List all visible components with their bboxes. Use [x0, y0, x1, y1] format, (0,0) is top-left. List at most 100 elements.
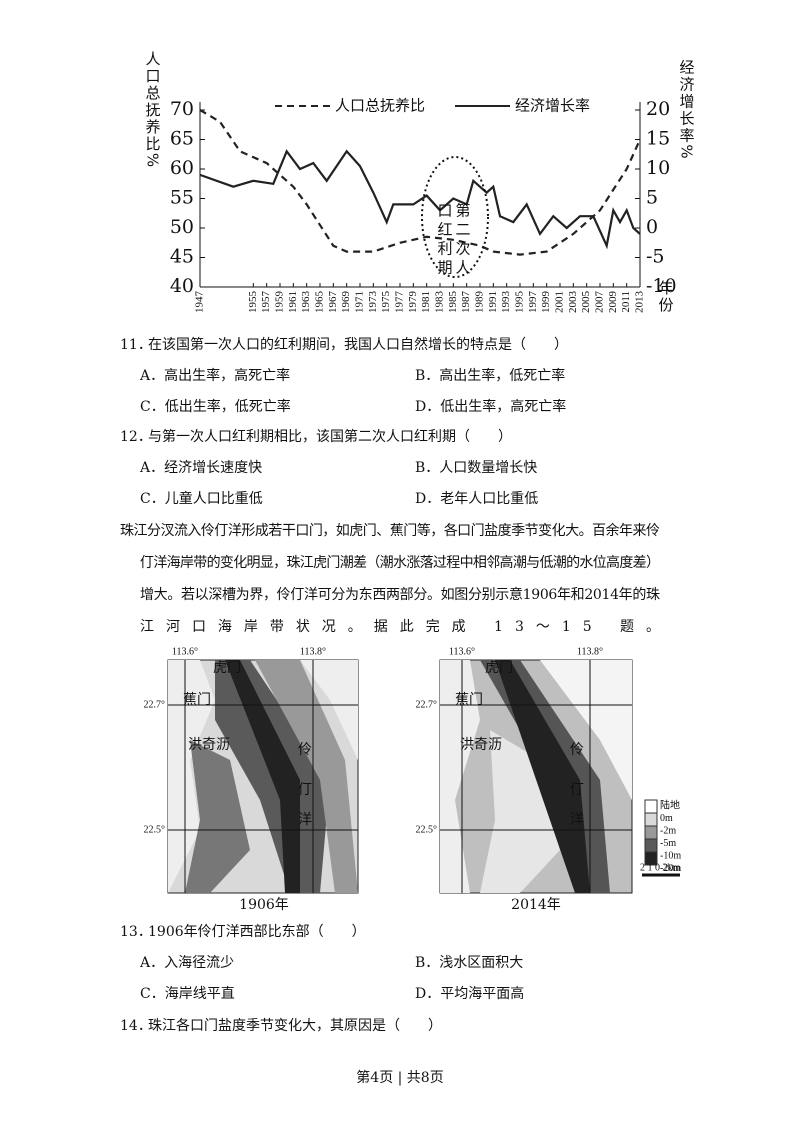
map-legend-label: -5m	[660, 838, 676, 849]
series-line	[199, 149, 641, 250]
x-tick-label: 1961	[287, 291, 299, 313]
map-place-label: 伶	[298, 742, 312, 758]
x-axis-label: 年份	[657, 280, 675, 314]
map-place-label: 仃	[570, 782, 584, 798]
map-place-label: 虎门	[213, 660, 241, 676]
map-place-label: 仃	[298, 782, 312, 798]
x-tick-label: 1993	[500, 290, 512, 313]
annotation-ellipse	[421, 156, 489, 278]
map-1906	[167, 659, 359, 894]
map-caption: 2014年	[511, 897, 561, 913]
annotation-char: 二	[455, 221, 470, 239]
y-tick-label: 45	[170, 246, 194, 268]
map-lon-label: 113.6°	[449, 646, 475, 657]
passage-line: 珠江分汊流入伶仃洋形成若干口门，如虎门、蕉门等，各口门盐度季节变化大。百余年来伶	[120, 522, 660, 539]
option: B．人口数量增长快	[415, 460, 537, 476]
annotation-char: 第	[455, 202, 470, 220]
x-tick-label: 1985	[447, 291, 459, 314]
x-tick-label: 1991	[487, 291, 499, 313]
y2-tick-label: 5	[646, 187, 658, 209]
x-tick-label: 1997	[527, 291, 539, 314]
x-tick-label: 1963	[300, 291, 312, 314]
option: D．低出生率，高死亡率	[415, 398, 566, 415]
map-lon-label: 113.8°	[300, 646, 326, 657]
x-tick-label: 1967	[327, 291, 339, 314]
option: B．高出生率，低死亡率	[415, 367, 565, 384]
annotation-char: 口	[437, 202, 452, 220]
x-tick-label: 1947	[194, 291, 206, 314]
option: A．经济增长速度快	[139, 460, 262, 476]
y2-tick-label: 20	[646, 98, 670, 120]
y2-tick-label: -5	[646, 246, 665, 268]
passage-line: 增大。若以深槽为界，伶仃洋可分为东西两部分。如图分别示意1906年和2014年的…	[140, 586, 660, 603]
map-lat-label: 22.7°	[416, 699, 438, 710]
x-tick-label: 1995	[514, 291, 526, 314]
x-tick-label: 1957	[260, 291, 272, 314]
question-number: 11．	[120, 337, 152, 353]
x-tick-label: 2009	[607, 291, 619, 314]
map-legend-label: 陆地	[660, 798, 680, 811]
y-tick-label: 70	[170, 98, 194, 120]
x-tick-label: 2013	[634, 291, 646, 314]
annotation-char: 红	[437, 221, 452, 239]
map-lat-label: 22.7°	[144, 699, 166, 710]
passage-line: 江河口海岸带状况。据此完成 13～15 题。	[140, 619, 660, 635]
annotation-char: 次	[455, 240, 470, 258]
series-line	[199, 109, 642, 256]
annotation-char: 人	[455, 259, 470, 277]
y-tick-label: 55	[170, 187, 194, 209]
footer: 第4页 | 共8页	[356, 1069, 443, 1086]
map-place-label: 虎门	[485, 660, 513, 676]
x-tick-label: 2005	[580, 291, 592, 314]
map-place-label: 蕉门	[183, 692, 211, 708]
map-legend-label: -20m	[660, 863, 681, 874]
y-tick-label: 40	[170, 275, 194, 297]
passage-line: 仃洋海岸带的变化明显，珠江虎门潮差（潮水涨落过程中相邻高潮与低潮的水位高度差）	[140, 554, 660, 571]
map-caption: 1906年	[239, 897, 289, 913]
x-tick-label: 1989	[474, 291, 486, 314]
x-tick-label: 1971	[354, 291, 366, 313]
map-legend-label: 0m	[660, 813, 673, 824]
option: C．低出生率，低死亡率	[140, 398, 291, 415]
x-tick-label: 2001	[554, 291, 566, 313]
y-tick-label: 60	[170, 157, 194, 179]
x-tick-label: 2007	[594, 291, 606, 314]
legend-label: 人口总抚养比	[335, 97, 425, 115]
map-lon-label: 113.6°	[172, 646, 198, 657]
map-2014	[439, 659, 633, 894]
x-tick-label: 1959	[274, 291, 286, 314]
map-lon-label: 113.8°	[577, 646, 603, 657]
option: A．入海径流少	[139, 955, 234, 971]
question-number: 13．	[120, 924, 152, 940]
map-lat-label: 22.5°	[144, 824, 166, 835]
x-tick-label: 1975	[380, 291, 392, 314]
map-legend-label: -10m	[660, 850, 681, 861]
y2-tick-label: 15	[646, 128, 670, 150]
x-tick-label: 1973	[367, 291, 379, 314]
legend-label: 经济增长率	[515, 97, 590, 115]
y-axis-label: 人口总抚养比%	[144, 51, 162, 169]
y2-tick-label: -10	[646, 275, 677, 297]
question-text: 在该国第一次人口的红利期间，我国人口自然增长的特点是（ ）	[148, 336, 568, 353]
annotation-char: 利	[437, 240, 452, 258]
map-place-label: 蕉门	[455, 692, 483, 708]
annotation-char: 期	[437, 259, 452, 277]
option: D．老年人口比重低	[415, 491, 538, 507]
map-place-label: 伶	[570, 742, 584, 758]
x-tick-label: 1977	[394, 291, 406, 314]
x-tick-label: 1965	[314, 291, 326, 314]
x-tick-label: 1999	[540, 291, 552, 314]
y2-tick-label: 10	[646, 157, 670, 179]
map-place-label: 洪奇沥	[460, 736, 502, 753]
option: C．海岸线平直	[140, 985, 235, 1002]
question-number: 12．	[120, 429, 152, 445]
x-tick-label: 1983	[434, 291, 446, 314]
map-place-label: 洋	[298, 812, 312, 828]
map-scale: 2 1 0 2km	[640, 862, 681, 873]
option: D．平均海平面高	[415, 985, 524, 1002]
map-place-label: 洋	[570, 812, 584, 828]
question-number: 14．	[120, 1018, 152, 1034]
option: A．高出生率，高死亡率	[139, 367, 290, 384]
